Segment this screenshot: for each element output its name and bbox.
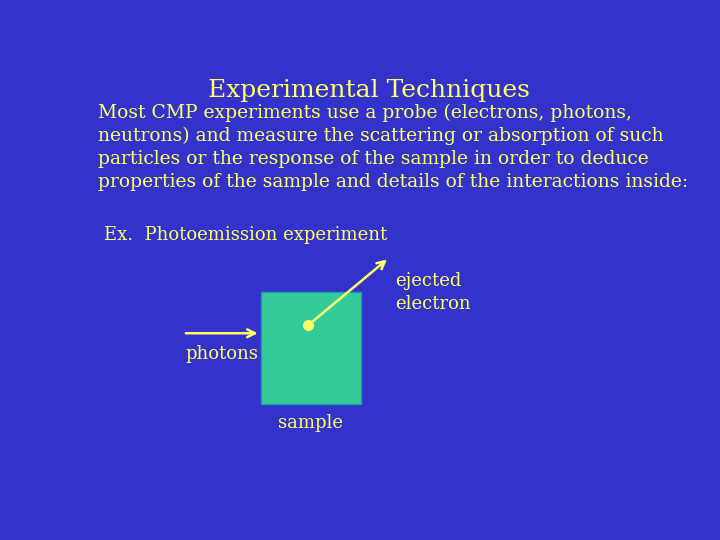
- Text: ejected
electron: ejected electron: [395, 272, 471, 313]
- Text: Experimental Techniques: Experimental Techniques: [208, 79, 530, 102]
- Bar: [261, 292, 361, 403]
- Text: sample: sample: [279, 414, 343, 433]
- Text: photons: photons: [185, 345, 258, 363]
- Text: Ex.  Photoemission experiment: Ex. Photoemission experiment: [104, 226, 387, 245]
- Text: Most CMP experiments use a probe (electrons, photons,
neutrons) and measure the : Most CMP experiments use a probe (electr…: [98, 103, 688, 191]
